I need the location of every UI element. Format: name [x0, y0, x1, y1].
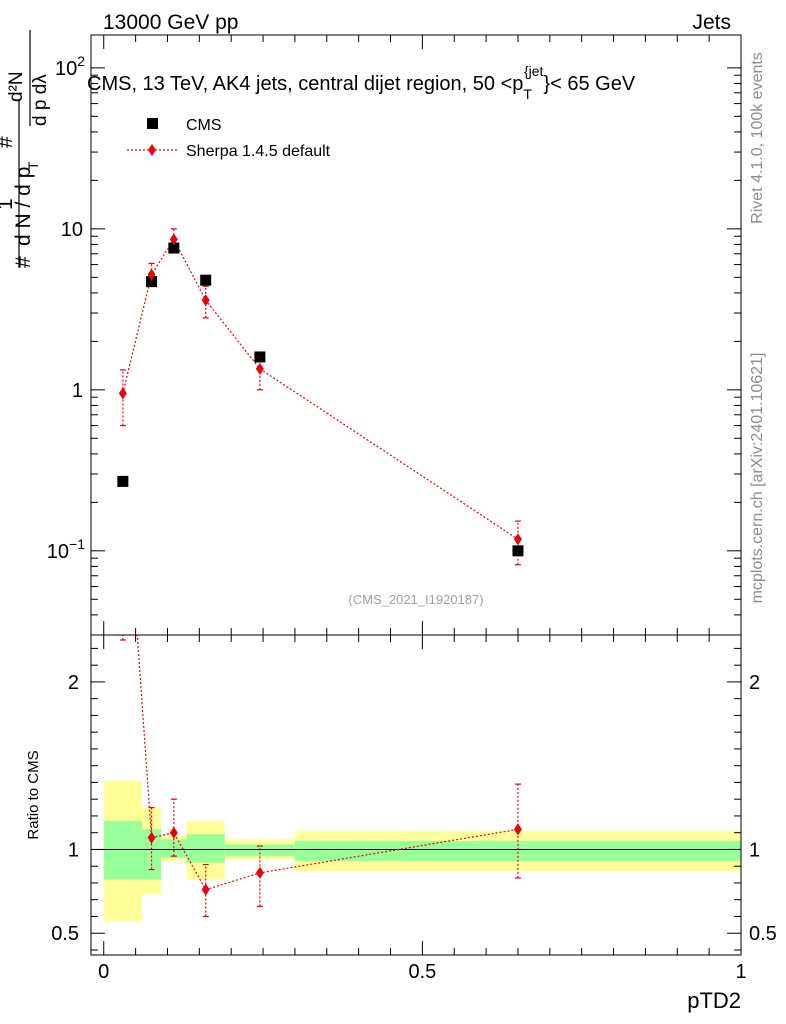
ratio-y-ticks: 0.5 0.5 1 1 2 2 [51, 647, 777, 951]
chart-title-pre: CMS, 13 TeV, AK4 jets, central dijet reg… [87, 73, 523, 95]
ratio-sherpa-point [255, 866, 264, 879]
ratio-x-tick-label: 0 [98, 961, 109, 983]
ylabel-hash-2: # [0, 136, 17, 148]
ratio-sherpa-point [169, 826, 178, 839]
analysis-id: (CMS_2021_I1920187) [348, 592, 483, 607]
main-y-tick-label: 10 [61, 219, 83, 241]
sherpa-point [169, 233, 178, 246]
ratio-y-tick-label-right: 0.5 [749, 923, 777, 945]
ylabel-t-sub-1: T [25, 161, 41, 170]
cms-point [512, 545, 524, 557]
ratio-panel: 0.5 0.51 12 2 0 0.5 1 Ratio to CMS pTD2 [25, 425, 777, 1013]
ratio-x-tick-label: 0.5 [408, 961, 436, 983]
ylabel-den-left: d N / d p [12, 167, 35, 246]
cms-point [200, 274, 212, 286]
main-series-layer [117, 228, 524, 566]
ratio-band-inner [161, 839, 187, 858]
ratio-y-tick-label-left: 0.5 [51, 923, 79, 945]
ratio-sherpa-line [136, 635, 519, 891]
chart-title-sup: {jet [524, 63, 544, 79]
ratio-sherpa-point [201, 883, 210, 896]
main-x-ticks [103, 35, 742, 635]
cms-point [146, 276, 158, 288]
ratio-frame [90, 634, 742, 956]
ratio-band-inner [294, 841, 741, 862]
ylabel-num-right: d²N [6, 71, 27, 102]
ratio-band-inner [186, 834, 225, 863]
sherpa-point [513, 533, 522, 546]
ratio-sherpa-point [119, 425, 127, 437]
ratio-x-tick-label: 1 [735, 961, 746, 983]
legend-cms-label: CMS [186, 117, 222, 134]
chart-title-sub: T [523, 86, 532, 102]
ratio-sherpa-point [147, 831, 156, 844]
main-y-tick-label: 102 [55, 53, 85, 80]
ratio-band-inner [141, 829, 162, 880]
ratio-y-tick-label-right: 2 [749, 672, 760, 694]
main-y-tick-label: 10−1 [47, 536, 85, 563]
ratio-series-layer [119, 425, 522, 918]
mcplots-label: mcplots.cern.ch [arXiv:2401.10621] [749, 353, 766, 604]
cms-point [254, 351, 266, 363]
legend-cms-marker [147, 118, 158, 129]
sherpa-line [122, 238, 519, 540]
main-y-tick-label: 1 [72, 380, 83, 402]
legend-sherpa-label: Sherpa 1.4.5 default [186, 143, 331, 160]
ratio-y-tick-label-right: 1 [749, 839, 760, 861]
ratio-x-ticks: 0 0.5 1 [98, 635, 747, 983]
ylabel-hash-1: # [12, 256, 35, 268]
cms-point [168, 242, 180, 254]
main-y-tick-exp: −1 [69, 536, 85, 552]
ylabel-den-right: d p dλ [30, 74, 51, 126]
sherpa-point [201, 294, 210, 307]
chart-title-post: }< 65 GeV [543, 73, 635, 95]
chart-title: CMS, 13 TeV, AK4 jets, central dijet reg… [87, 63, 636, 102]
cms-point [117, 475, 129, 487]
legend-sherpa-marker [148, 144, 156, 156]
main-y-tick-base: 10 [47, 541, 69, 563]
main-y-label: # d N / d p T 1 # d p dλ d²N [0, 30, 51, 268]
x-axis-label: pTD2 [687, 988, 741, 1013]
rivet-label: Rivet 4.1.0, 100k events [749, 52, 766, 224]
ratio-y-label: Ratio to CMS [25, 750, 42, 839]
header-left: 13000 GeV pp [103, 11, 238, 34]
sherpa-point [118, 387, 127, 400]
main-y-tick-base: 10 [55, 58, 77, 80]
ratio-sherpa-point [513, 823, 522, 836]
header-right: Jets [692, 11, 731, 34]
main-y-tick-exp: 2 [77, 53, 85, 69]
sherpa-point [147, 268, 156, 281]
ratio-y-tick-label-left: 2 [68, 672, 79, 694]
ratio-y-tick-label-left: 1 [68, 839, 79, 861]
ylabel-num-left: 1 [0, 198, 17, 210]
ratio-bands-layer [103, 780, 741, 922]
ratio-band-inner [103, 820, 142, 880]
sherpa-point [255, 362, 264, 375]
legend: CMS Sherpa 1.4.5 default [127, 117, 331, 160]
